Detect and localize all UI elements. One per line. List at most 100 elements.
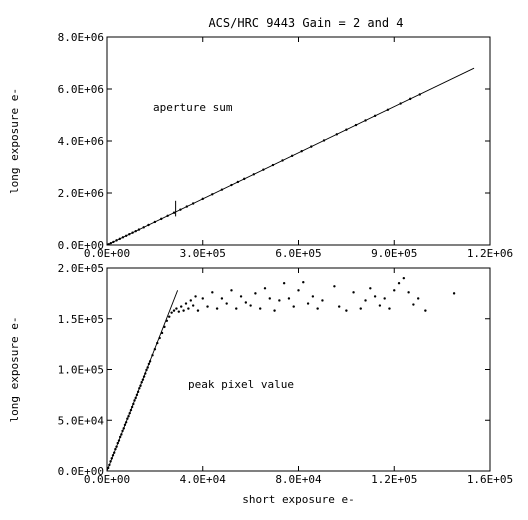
data-point	[424, 309, 427, 312]
data-point	[220, 297, 224, 300]
data-point	[118, 435, 122, 439]
data-point	[184, 302, 188, 305]
data-point	[263, 287, 267, 290]
data-point	[122, 427, 125, 430]
data-point	[126, 417, 129, 420]
x-tick-label: 0.0E+00	[84, 473, 130, 486]
data-point	[268, 297, 271, 300]
data-point	[112, 451, 116, 454]
data-point	[254, 292, 257, 295]
data-point	[177, 310, 181, 313]
data-point	[137, 228, 141, 231]
data-point	[230, 183, 233, 187]
data-point	[115, 239, 118, 242]
data-point	[175, 307, 178, 310]
data-point	[211, 193, 214, 196]
data-point	[321, 299, 324, 302]
data-point	[156, 341, 159, 345]
data-point	[373, 295, 377, 298]
data-point	[120, 433, 123, 436]
data-point	[187, 307, 190, 310]
data-point	[369, 287, 372, 290]
data-point	[201, 197, 204, 201]
data-point	[168, 315, 171, 318]
top-panel-aperture-sum: 0.0E+00 3.0E+05 6.0E+05 9.0E+05 1.2E+06 0.0E+…	[8, 31, 513, 260]
data-point	[148, 360, 152, 363]
x-tick-label: 3.0E+05	[180, 247, 226, 260]
data-point	[220, 188, 224, 191]
data-point	[378, 304, 382, 307]
data-point	[127, 414, 130, 418]
data-point	[114, 447, 117, 451]
x-tick-label: 1.2E+06	[467, 247, 513, 260]
data-point	[118, 237, 121, 241]
data-point	[112, 240, 115, 244]
data-point	[316, 307, 319, 310]
data-point	[132, 402, 135, 406]
data-point	[121, 429, 124, 433]
data-point	[134, 396, 137, 400]
x-tick-label: 4.0E+04	[180, 473, 227, 486]
data-point	[259, 307, 262, 310]
data-point	[124, 234, 128, 237]
data-point	[364, 119, 367, 122]
data-point	[409, 97, 412, 101]
data-point	[407, 291, 410, 294]
y-tick-label: 2.0E+05	[58, 262, 104, 275]
x-tick-label: 0.0E+00	[84, 247, 130, 260]
data-point	[322, 139, 326, 142]
data-point	[191, 304, 195, 307]
data-point	[345, 128, 348, 131]
data-point	[244, 301, 248, 304]
data-point	[311, 295, 315, 298]
data-point	[129, 408, 133, 412]
data-point	[151, 354, 154, 357]
data-point	[452, 292, 456, 295]
data-point	[225, 302, 228, 305]
data-point	[191, 202, 195, 205]
data-point	[300, 150, 303, 153]
data-point	[416, 297, 420, 300]
data-point	[146, 366, 149, 369]
data-point	[131, 231, 134, 234]
data-point	[196, 309, 200, 312]
data-point	[235, 307, 238, 310]
data-point	[153, 348, 157, 351]
data-point	[397, 282, 401, 285]
y-tick-label: 0.0E+00	[58, 239, 104, 252]
bottom-panel-peak-pixel: 0.0E+00 4.0E+04 8.0E+04 1.2E+05 1.6E+05 0.0E+…	[8, 262, 513, 506]
data-point	[138, 387, 141, 390]
data-point	[136, 390, 140, 394]
data-point	[135, 393, 139, 397]
data-point	[147, 362, 151, 366]
data-point	[194, 295, 197, 298]
panel-annotation: peak pixel value	[188, 378, 294, 391]
data-point	[189, 299, 192, 302]
data-point	[160, 217, 163, 221]
data-point	[292, 305, 295, 308]
data-point	[134, 229, 137, 233]
data-point	[140, 380, 143, 384]
x-tick-label: 8.0E+04	[275, 473, 322, 486]
data-point	[393, 289, 396, 292]
data-point	[236, 180, 240, 184]
data-point	[271, 163, 275, 167]
data-point	[418, 93, 421, 96]
data-point	[160, 331, 164, 335]
x-tick-label: 6.0E+05	[275, 247, 321, 260]
data-point	[310, 145, 313, 148]
data-point	[123, 423, 127, 427]
data-point	[239, 295, 243, 298]
data-point	[107, 243, 110, 246]
data-point	[282, 282, 286, 285]
data-point	[147, 223, 150, 227]
data-point	[337, 305, 341, 308]
data-point	[145, 368, 148, 372]
data-point	[130, 405, 134, 409]
data-point	[165, 319, 169, 322]
data-point	[359, 307, 362, 310]
y-tick-label: 2.0E+06	[58, 187, 104, 200]
data-point	[116, 441, 119, 445]
data-point	[179, 208, 182, 211]
data-point	[153, 220, 157, 224]
